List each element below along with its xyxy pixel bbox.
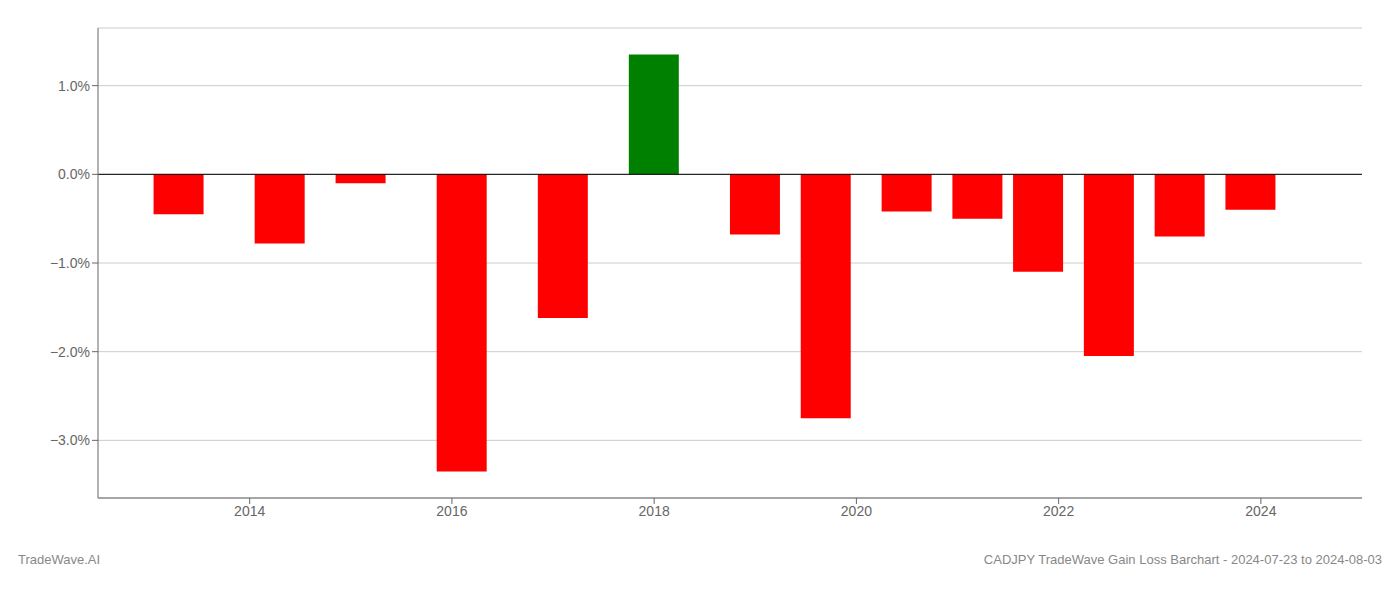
svg-text:−3.0%: −3.0%	[50, 432, 90, 448]
svg-text:2022: 2022	[1043, 503, 1074, 519]
svg-text:−1.0%: −1.0%	[50, 255, 90, 271]
svg-text:2020: 2020	[841, 503, 872, 519]
html-text:TradeWave.AI: TradeWave.AI	[18, 552, 101, 567]
svg-text:2014: 2014	[234, 503, 265, 519]
svg-text:2024: 2024	[1245, 503, 1276, 519]
html-text:CADJPY TradeWave Gain Loss Bar: CADJPY TradeWave Gain Loss Barchart - 20…	[983, 552, 1382, 567]
svg-text:−2.0%: −2.0%	[50, 344, 90, 360]
svg-text:1.0%: 1.0%	[58, 78, 90, 94]
svg-text:2018: 2018	[639, 503, 670, 519]
svg-text:2016: 2016	[436, 503, 467, 519]
svg-text:0.0%: 0.0%	[58, 166, 90, 182]
